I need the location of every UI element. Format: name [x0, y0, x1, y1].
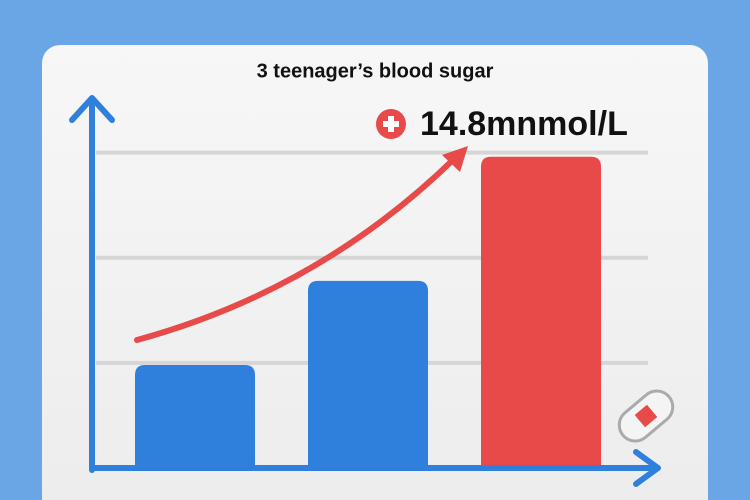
pill-center [634, 404, 658, 428]
value-label: 14.8mnmol/L [420, 105, 628, 143]
chart-title: 3 teenager’s blood sugar [257, 60, 494, 82]
y-axis-arrow [69, 95, 115, 123]
medical-icon-cross [388, 116, 394, 132]
bar [481, 156, 601, 468]
pill-icon [617, 389, 675, 443]
x-axis-arrow [633, 449, 661, 487]
trend-arrow-head [442, 146, 468, 172]
bar [308, 280, 428, 468]
trend-arrow [134, 155, 458, 343]
bar [135, 364, 255, 468]
